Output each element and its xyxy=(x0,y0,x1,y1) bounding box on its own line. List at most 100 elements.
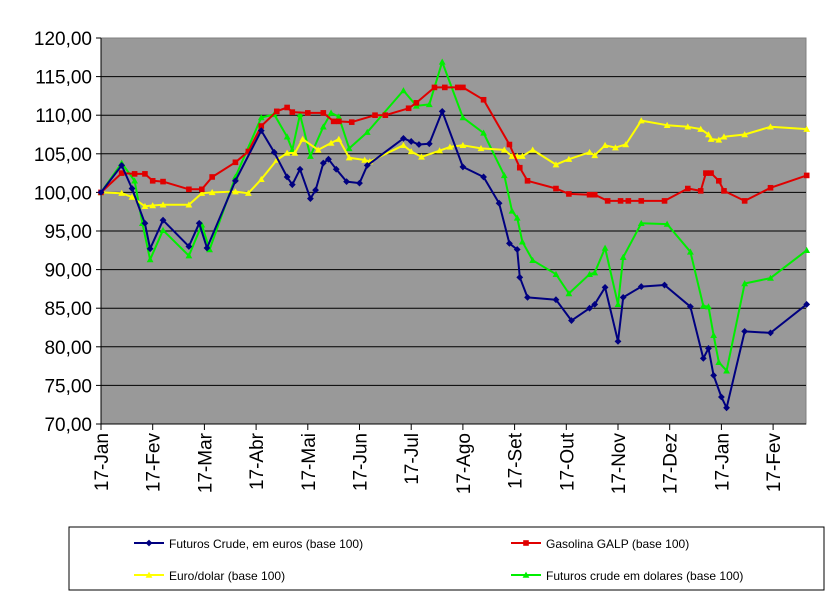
data-point xyxy=(715,136,723,143)
data-point xyxy=(442,84,448,91)
data-point xyxy=(518,238,526,245)
y-tick-label: 100,00 xyxy=(34,183,92,204)
data-point xyxy=(283,173,291,181)
data-point xyxy=(565,155,573,162)
x-tick-label: 17-Jul xyxy=(402,433,423,485)
data-point xyxy=(553,185,559,192)
legend-label: Futuros Crude, em euros (base 100) xyxy=(169,537,363,551)
data-point xyxy=(705,303,712,310)
data-point xyxy=(637,117,645,124)
data-point xyxy=(438,58,446,65)
legend-entry-euro-dolar: Euro/dolar (base 100) xyxy=(134,569,285,583)
data-point xyxy=(614,300,622,308)
data-point xyxy=(319,123,327,130)
data-point xyxy=(356,179,363,187)
data-point xyxy=(273,108,280,115)
data-point xyxy=(601,244,609,251)
data-point xyxy=(348,119,355,125)
data-point xyxy=(477,144,485,152)
data-point xyxy=(705,131,712,138)
data-point xyxy=(335,113,343,120)
data-point xyxy=(518,152,526,159)
data-point xyxy=(622,141,630,148)
data-point xyxy=(327,139,335,146)
data-point xyxy=(159,226,167,233)
data-point xyxy=(296,111,304,118)
data-point xyxy=(568,317,575,324)
data-point xyxy=(586,304,593,312)
data-point xyxy=(232,159,239,166)
data-point xyxy=(400,134,407,142)
data-point xyxy=(405,105,412,112)
data-point xyxy=(149,178,156,184)
data-point xyxy=(257,175,265,182)
data-point xyxy=(407,138,415,145)
data-point xyxy=(619,253,627,260)
data-point xyxy=(718,393,725,401)
data-point xyxy=(146,245,154,253)
legend-marker xyxy=(145,571,153,578)
data-point xyxy=(436,147,444,154)
data-point xyxy=(699,354,707,362)
data-point xyxy=(459,114,467,121)
data-point xyxy=(291,149,299,156)
data-point xyxy=(601,283,609,291)
data-point xyxy=(721,188,727,194)
data-point xyxy=(565,290,573,297)
data-point xyxy=(663,121,671,128)
y-tick-label: 75,00 xyxy=(44,376,92,397)
data-point xyxy=(454,84,461,91)
data-point xyxy=(529,256,537,264)
data-point xyxy=(131,171,138,177)
data-point xyxy=(508,207,516,214)
legend-box xyxy=(68,526,825,591)
data-point xyxy=(707,135,715,142)
data-point xyxy=(552,161,560,168)
data-point xyxy=(617,198,624,204)
data-point xyxy=(425,140,433,148)
data-point xyxy=(661,198,668,204)
legend-entry-crude-dolares: Futuros crude em dolares (base 100) xyxy=(511,569,743,583)
data-point xyxy=(710,371,718,379)
data-point xyxy=(460,84,466,91)
data-point xyxy=(513,214,521,221)
data-point xyxy=(330,118,337,125)
data-point xyxy=(118,161,126,169)
legend-label: Euro/dolar (base 100) xyxy=(169,569,285,583)
x-tick-label: 17-Jun xyxy=(351,433,372,491)
data-point xyxy=(185,243,193,250)
data-point xyxy=(425,100,433,108)
data-point xyxy=(767,123,774,130)
data-point xyxy=(209,174,215,180)
data-point xyxy=(591,191,598,198)
data-point xyxy=(446,143,454,150)
data-point xyxy=(131,177,139,184)
series-gasolina-galp xyxy=(98,84,810,204)
data-point xyxy=(697,125,705,132)
x-tick-label: 17-Out xyxy=(557,432,578,491)
x-tick-label: 17-Fev xyxy=(144,433,165,493)
y-tick-label: 70,00 xyxy=(44,415,92,436)
data-point xyxy=(686,248,694,255)
data-point xyxy=(336,118,342,125)
data-point xyxy=(327,109,335,116)
x-tick-label: 17-Set xyxy=(506,432,527,489)
data-point xyxy=(244,189,252,196)
data-point xyxy=(141,202,149,210)
data-point xyxy=(637,219,645,226)
y-tick-label: 110,00 xyxy=(35,106,92,127)
data-point xyxy=(552,296,560,304)
series-layer xyxy=(97,58,811,412)
data-point xyxy=(363,161,371,169)
data-point xyxy=(741,280,749,287)
data-point xyxy=(128,193,136,200)
data-point xyxy=(601,141,609,149)
data-point xyxy=(198,189,206,196)
data-point xyxy=(118,189,126,196)
data-point xyxy=(661,281,668,289)
data-point xyxy=(232,177,239,185)
x-tick-label: 17-Jan xyxy=(712,433,733,491)
data-point xyxy=(418,153,425,160)
